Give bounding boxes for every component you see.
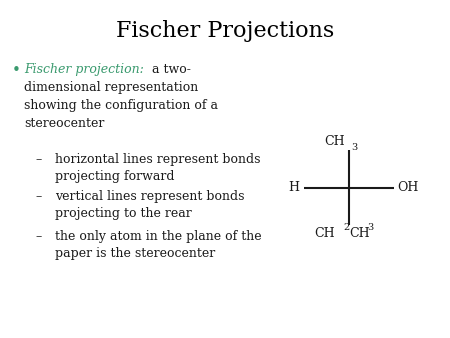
Text: –: –	[35, 153, 41, 166]
Text: vertical lines represent bonds: vertical lines represent bonds	[55, 190, 244, 203]
Text: CH: CH	[314, 227, 335, 240]
Text: OH: OH	[398, 181, 419, 194]
Text: Fischer projection:: Fischer projection:	[24, 63, 144, 76]
Text: showing the configuration of a: showing the configuration of a	[24, 99, 218, 112]
Text: –: –	[35, 230, 41, 243]
Text: 2: 2	[344, 223, 350, 232]
Text: projecting to the rear: projecting to the rear	[55, 207, 192, 220]
Text: 3: 3	[351, 143, 357, 152]
Text: paper is the stereocenter: paper is the stereocenter	[55, 247, 215, 260]
Text: CH: CH	[350, 227, 370, 240]
Text: 3: 3	[367, 223, 373, 232]
Text: horizontal lines represent bonds: horizontal lines represent bonds	[55, 153, 261, 166]
Text: CH: CH	[324, 136, 345, 148]
Text: the only atom in the plane of the: the only atom in the plane of the	[55, 230, 261, 243]
Text: Fischer Projections: Fischer Projections	[116, 20, 334, 42]
Text: stereocenter: stereocenter	[24, 117, 104, 130]
Text: projecting forward: projecting forward	[55, 170, 175, 183]
Text: a two-: a two-	[148, 63, 191, 76]
Text: dimensional representation: dimensional representation	[24, 81, 198, 94]
Text: –: –	[35, 190, 41, 203]
Text: H: H	[289, 181, 300, 194]
Text: •: •	[12, 63, 21, 78]
